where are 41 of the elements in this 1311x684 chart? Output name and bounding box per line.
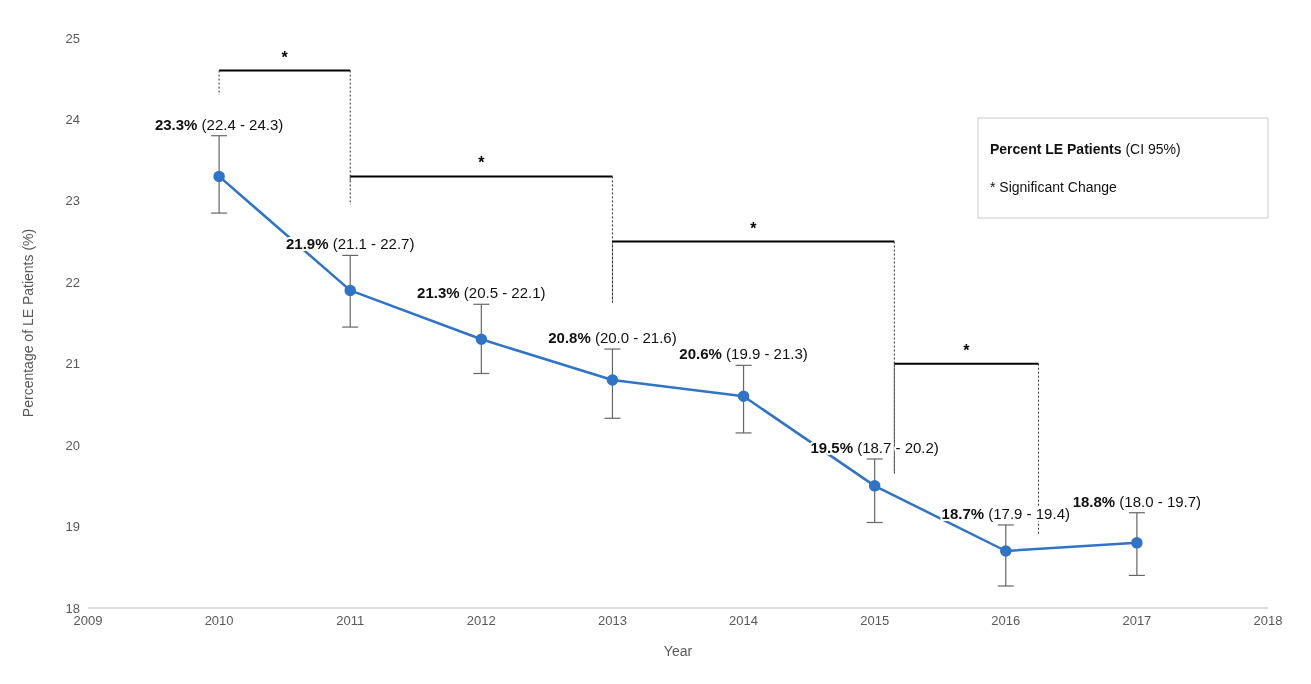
- data-label: 18.8% (18.0 - 19.7): [1072, 492, 1202, 510]
- y-tick-label: 20: [65, 437, 80, 453]
- data-label: 18.7% (17.9 - 19.4): [941, 504, 1070, 522]
- point: [1131, 537, 1143, 549]
- x-tick-label: 2017: [1122, 613, 1152, 629]
- y-tick-label: 18: [65, 600, 80, 616]
- point: [1000, 545, 1012, 557]
- x-tick-label: 2016: [991, 613, 1021, 629]
- x-tick-label: 2010: [204, 613, 234, 629]
- y-axis-title: Percentage of LE Patients (%): [19, 228, 36, 418]
- x-tick-label: 2013: [597, 613, 627, 629]
- data-label: 23.3% (22.4 - 24.3): [154, 115, 284, 133]
- x-tick-label: 2011: [336, 613, 365, 629]
- y-tick-label: 24: [65, 112, 80, 128]
- data-label: 21.3% (20.5 - 22.1): [417, 284, 546, 302]
- annotation: *: [750, 219, 758, 237]
- y-tick-label: 21: [65, 356, 80, 372]
- point: [475, 333, 488, 346]
- point: [344, 284, 356, 297]
- point: [868, 480, 881, 492]
- y-tick-label: 19: [65, 519, 80, 535]
- annotation: *: [281, 48, 289, 66]
- point: [606, 374, 619, 386]
- point: [737, 390, 750, 403]
- text-box: Percent LE Patients (CI 95%) * Significant Change: [977, 117, 1269, 219]
- y-tick-label: 25: [65, 30, 80, 46]
- annotation: Percent LE Patients (CI 95%): [990, 141, 1181, 157]
- annotation: * Significant Change: [990, 179, 1118, 195]
- x-axis-title: Year: [663, 643, 693, 659]
- data-label: 20.8% (20.0 - 21.6): [548, 329, 677, 347]
- x-tick-label: 2018: [1253, 613, 1283, 629]
- x-tick-label: 2014: [729, 613, 759, 629]
- data-label: 20.6% (19.9 - 21.3): [679, 345, 808, 363]
- y-tick-label: 23: [65, 193, 80, 209]
- annotation: *: [478, 154, 486, 172]
- point: [213, 170, 225, 183]
- annotation: *: [963, 341, 971, 359]
- y-tick-label: 22: [65, 274, 80, 290]
- x-tick-label: 2009: [73, 613, 103, 629]
- x-tick-label: 2012: [466, 613, 496, 629]
- x-tick-label: 2015: [860, 613, 890, 629]
